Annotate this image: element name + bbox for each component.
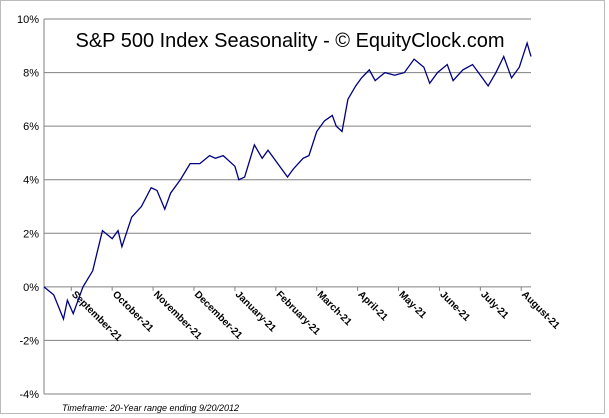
y-tick-label: 0% [23,282,39,294]
y-tick-label: 10% [17,14,39,26]
y-tick-label: 4% [23,175,39,187]
y-tick-label: 2% [23,228,39,240]
y-tick-label: 8% [23,68,39,80]
chart-title: S&P 500 Index Seasonality - © EquityCloc… [75,30,504,52]
y-tick-label: -4% [19,389,39,401]
footnote: Timeframe: 20-Year range ending 9/20/201… [62,403,239,413]
y-tick-label: 6% [23,121,39,133]
y-tick-label: -2% [19,335,39,347]
data-line [43,40,532,322]
